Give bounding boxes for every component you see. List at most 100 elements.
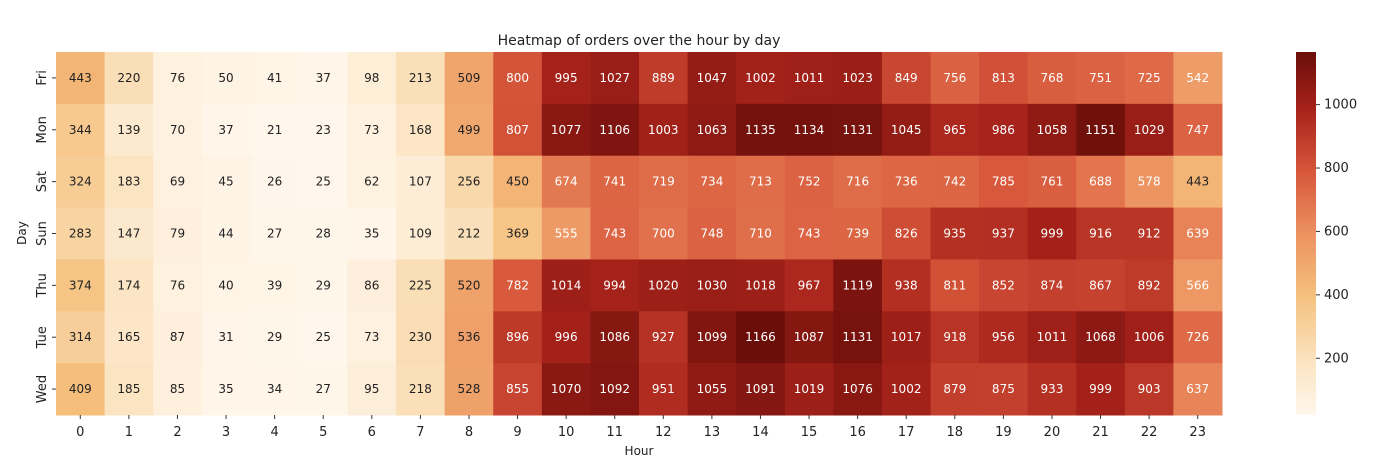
cell-value-label: 87 (170, 330, 185, 344)
cell-value-label: 324 (69, 175, 92, 189)
heatmap-cell (833, 259, 883, 312)
cell-value-label: 1099 (697, 330, 728, 344)
heatmap-cell (833, 103, 883, 157)
x-tick-label: 7 (416, 425, 424, 440)
heatmap-cell (881, 311, 931, 364)
cell-value-label: 994 (603, 278, 626, 292)
cell-value-label: 95 (364, 382, 379, 396)
heatmap-cell (881, 103, 931, 157)
heatmap-cell (784, 363, 834, 416)
heatmap-cell (1124, 103, 1174, 157)
heatmap-cell (56, 207, 106, 260)
cell-value-label: 139 (117, 123, 140, 137)
y-tick-label: Sun (35, 221, 50, 246)
cell-value-label: 578 (1138, 175, 1161, 189)
cell-value-label: 1076 (842, 382, 873, 396)
cell-value-label: 62 (364, 175, 379, 189)
heatmap-cell (1027, 207, 1077, 260)
x-tick-label: 3 (222, 425, 230, 440)
cell-value-label: 283 (69, 227, 92, 241)
heatmap-cell (639, 52, 689, 105)
heatmap-cell (104, 155, 154, 209)
cell-value-label: 44 (218, 227, 233, 241)
heatmap-cell (930, 52, 980, 105)
heatmap-cell (250, 155, 300, 209)
heatmap-cell (347, 363, 397, 416)
cell-value-label: 76 (170, 278, 185, 292)
y-axis-label: Day (15, 221, 29, 245)
heatmap-cell (56, 52, 106, 105)
heatmap-cell (590, 103, 640, 157)
cell-value-label: 1106 (599, 123, 630, 137)
cell-value-label: 344 (69, 123, 92, 137)
cell-value-label: 314 (69, 330, 92, 344)
heatmap-cell (201, 155, 251, 209)
heatmap-cell (881, 207, 931, 260)
heatmap-cell (444, 155, 494, 209)
cell-value-label: 800 (506, 71, 529, 85)
heatmap-cell (396, 103, 446, 157)
heatmap-cell (444, 311, 494, 364)
cell-value-label: 1166 (745, 330, 776, 344)
cell-value-label: 1019 (794, 382, 825, 396)
cell-value-label: 1063 (697, 123, 728, 137)
cell-value-label: 37 (316, 71, 331, 85)
cell-value-label: 542 (1186, 71, 1209, 85)
heatmap-cell (56, 363, 106, 416)
heatmap-cell (153, 259, 203, 312)
heatmap-cell (784, 311, 834, 364)
cell-value-label: 218 (409, 382, 432, 396)
heatmap-cell (493, 52, 543, 105)
heatmap-cell (590, 155, 640, 209)
cell-value-label: 27 (316, 382, 331, 396)
cell-value-label: 1131 (842, 330, 873, 344)
cell-value-label: 369 (506, 227, 529, 241)
cell-value-label: 700 (652, 227, 675, 241)
cell-value-label: 509 (458, 71, 481, 85)
heatmap-cell (979, 103, 1029, 157)
y-tick-label: Fri (35, 70, 50, 86)
cell-value-label: 826 (895, 227, 918, 241)
cell-value-label: 220 (117, 71, 140, 85)
cell-value-label: 726 (1186, 330, 1209, 344)
x-axis-ticks: 0 1 2 3 4 5 6 7 8 9 10 11 12 13 14 15 16 17 18 19 20 21 22 23 (76, 415, 1206, 440)
heatmap-cell (930, 311, 980, 364)
heatmap-cell (56, 103, 106, 157)
heatmap-cell (590, 52, 640, 105)
cell-value-label: 916 (1089, 227, 1112, 241)
heatmap-cell (833, 155, 883, 209)
cell-value-label: 1003 (648, 123, 679, 137)
heatmap-cell (1027, 259, 1077, 312)
cell-value-label: 912 (1138, 227, 1161, 241)
heatmap-cell (1173, 311, 1223, 364)
cell-value-label: 76 (170, 71, 185, 85)
cell-value-label: 751 (1089, 71, 1112, 85)
heatmap-cell (201, 207, 251, 260)
cell-value-label: 1092 (599, 382, 630, 396)
heatmap-cell (153, 363, 203, 416)
cell-value-label: 1002 (745, 71, 776, 85)
cell-value-label: 933 (1041, 382, 1064, 396)
y-tick-label: Wed (35, 375, 50, 403)
cell-value-label: 73 (364, 123, 379, 137)
cell-value-label: 785 (992, 175, 1015, 189)
cell-value-label: 45 (218, 175, 233, 189)
x-tick-label: 13 (704, 425, 721, 440)
cell-value-label: 225 (409, 278, 432, 292)
heatmap-cell (250, 103, 300, 157)
cell-value-label: 852 (992, 278, 1015, 292)
heatmap-cell (736, 363, 786, 416)
heatmap-cell (639, 363, 689, 416)
heatmap-cell (1173, 155, 1223, 209)
heatmap-cell (541, 103, 591, 157)
cell-value-label: 1020 (648, 278, 679, 292)
cell-value-label: 79 (170, 227, 185, 241)
cell-value-label: 212 (458, 227, 481, 241)
cell-value-label: 183 (117, 175, 140, 189)
heatmap-cell (153, 207, 203, 260)
colorbar-ticks: 200 400 600 800 1000 (1316, 98, 1357, 366)
heatmap-cell (833, 207, 883, 260)
heatmap-cell (153, 155, 203, 209)
x-tick-label: 4 (270, 425, 278, 440)
